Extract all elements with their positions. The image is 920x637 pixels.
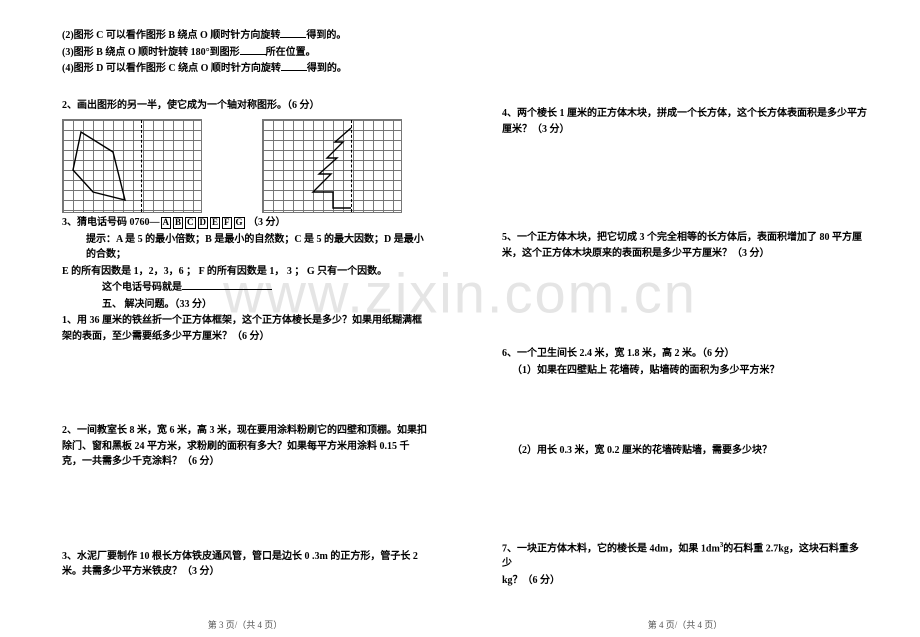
grid-row [62, 119, 428, 213]
blank [280, 28, 306, 38]
box-d: D [198, 217, 209, 229]
page-footer-left: 第 3 页/（共 4 页） [40, 618, 450, 631]
tree-shape [313, 128, 351, 208]
axis-line [141, 120, 142, 212]
q3-hint2: E 的所有因数是 1，2，3，6 ； F 的所有因数是 1， 3 ； G 只有一… [62, 264, 428, 280]
box-c: C [185, 217, 196, 229]
q3-ans: 这个电话号码就是 [62, 280, 428, 296]
page-footer-right: 第 4 页/（共 4 页） [480, 618, 890, 631]
blank [182, 280, 272, 290]
text: 所在位置。 [266, 47, 316, 58]
text: 3、猜电话号码 0760— [62, 217, 160, 228]
grid-right [262, 119, 402, 213]
text: (4)图形 D 可以看作图形 C 绕点 O 顺时针方向旋转 [62, 63, 281, 74]
q1-4: (4)图形 D 可以看作图形 C 绕点 O 顺时针方向旋转 得到的。 [62, 61, 428, 77]
p6-1: （1）如果在四壁贴上 花墙砖，贴墙砖的面积为多少平方米？ [502, 363, 868, 379]
text: 得到的。 [307, 63, 347, 74]
q2: 2、画出图形的另一半，使它成为一个轴对称图形。（6 分） [62, 98, 428, 114]
q1-2: (2)图形 C 可以看作图形 B 绕点 O 顺时针方向旋转 得到的。 [62, 28, 428, 44]
p7c: kg？（6 分） [502, 573, 868, 589]
box-a: A [161, 217, 172, 229]
q3-hint1: 提示：A 是 5 的最小倍数；B 是最小的自然数；C 是 5 的最大因数；D 是… [62, 232, 428, 263]
section-5: 五、 解决问题。（33 分） [62, 297, 428, 313]
box-g: G [234, 217, 245, 229]
text: (3)图形 B 绕点 O 顺时针旋转 180°到图形 [62, 47, 240, 58]
text: 这个电话号码就是 [102, 282, 182, 293]
p4: 4、两个棱长 1 厘米的正方体木块，拼成一个长方体，这个长方体表面积是多少平方厘… [502, 106, 868, 137]
p3: 3、水泥厂要制作 10 根长方体铁皮通风管，管口是边长 0 .3m 的正方形，管… [62, 549, 428, 580]
blank [240, 45, 266, 55]
p5: 5、一个正方体木块，把它切成 3 个完全相等的长方体后，表面积增加了 80 平方… [502, 230, 868, 261]
box-b: B [173, 217, 183, 229]
p6-2: （2）用长 0.3 米，宽 0.2 厘米的花墙砖贴墙，需要多少块？ [502, 443, 868, 459]
grid-left [62, 119, 202, 213]
page-3: (2)图形 C 可以看作图形 B 绕点 O 顺时针方向旋转得到的。 (3)图形 … [40, 0, 450, 637]
p7: 7、一块正方体木料，它的棱长是 4dm，如果 1dm3的石料重 2.7kg，这块… [502, 540, 868, 572]
box-e: E [210, 217, 220, 229]
p1: 1、用 36 厘米的铁丝折一个正方体框架，这个正方体棱长是多少？如果用纸糊满框架… [62, 313, 428, 344]
text: 得到的。 [306, 30, 346, 41]
page-4: 4、两个棱长 1 厘米的正方体木块，拼成一个长方体，这个长方体表面积是多少平方厘… [480, 0, 890, 637]
blank [281, 61, 307, 71]
polygon-shape [73, 132, 125, 200]
p2: 2、一间教室长 8 米，宽 6 米，高 3 米，现在要用涂料粉刷它的四壁和顶棚。… [62, 423, 428, 470]
p6: 6、一个卫生间长 2.4 米，宽 1.8 米，高 2 米。（6 分） [502, 346, 868, 362]
axis-line [351, 120, 352, 212]
text: (2)图形 C 可以看作图形 B 绕点 O 顺时针方向旋转 [62, 30, 280, 41]
q3-head: 3、猜电话号码 0760—ABCDEFG （3 分） [62, 215, 428, 231]
q1-3: (3)图形 B 绕点 O 顺时针旋转 180°到图形 所在位置。 [62, 45, 428, 61]
text: （3 分） [248, 217, 286, 228]
box-f: F [222, 217, 232, 229]
text: 7、一块正方体木料，它的棱长是 4dm，如果 1dm [502, 543, 720, 554]
